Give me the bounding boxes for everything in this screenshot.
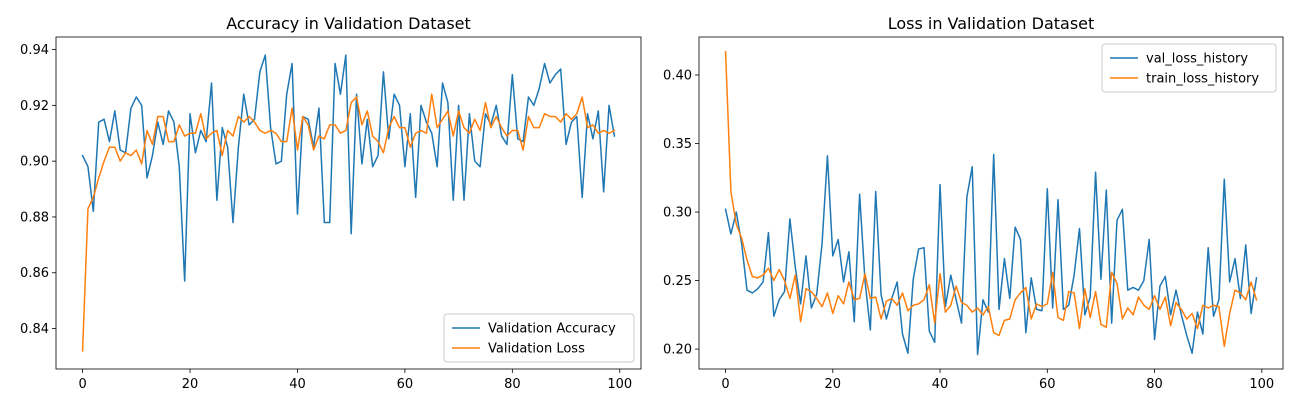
- series-line-1: [724, 153, 1258, 356]
- y-tick-label: 0.94: [20, 43, 49, 58]
- y-tick-label: 0.40: [663, 68, 692, 83]
- series-line-2: [81, 93, 616, 352]
- legend-label: val_loss_history: [1146, 52, 1248, 67]
- y-tick-label: 0.25: [663, 274, 692, 289]
- y-tick-label: 0.86: [20, 266, 49, 281]
- x-tick-label: 100: [607, 377, 632, 392]
- x-tick-label: 20: [182, 377, 199, 392]
- legend-label: Validation Loss: [488, 342, 585, 357]
- legend-box: [1101, 43, 1277, 93]
- plot-frame: [698, 36, 1284, 370]
- x-tick-label: 0: [721, 377, 729, 392]
- x-tick-label: 0: [78, 377, 86, 392]
- y-tick-label: 0.88: [20, 210, 49, 225]
- plot-frame: [55, 36, 642, 370]
- loss-chart: Loss in Validation Dataset 0 20 40 60 80 100 0…: [663, 14, 1284, 392]
- x-tick-label: 40: [932, 377, 949, 392]
- y-tick-label: 0.30: [663, 206, 692, 221]
- x-tick-label: 80: [1146, 377, 1163, 392]
- legend: Validation Accuracy Validation Loss: [443, 313, 635, 363]
- chart-title: Accuracy in Validation Dataset: [226, 14, 471, 33]
- y-tick-label: 0.92: [20, 99, 49, 114]
- y-tick-label: 0.90: [20, 155, 49, 170]
- x-tick-label: 80: [504, 377, 521, 392]
- legend: val_loss_history train_loss_history: [1101, 43, 1277, 93]
- legend-box: [443, 313, 635, 363]
- x-tick-label: 40: [289, 377, 306, 392]
- x-tick-label: 100: [1249, 377, 1274, 392]
- series-line-2: [724, 50, 1258, 348]
- chart-title: Loss in Validation Dataset: [888, 14, 1095, 33]
- y-tick-label: 0.35: [663, 137, 692, 152]
- x-tick-label: 20: [825, 377, 842, 392]
- x-tick-label: 60: [397, 377, 414, 392]
- legend-label: Validation Accuracy: [488, 322, 616, 337]
- y-tick-label: 0.20: [663, 343, 692, 358]
- legend-label: train_loss_history: [1146, 72, 1259, 87]
- series-line-1: [81, 54, 616, 282]
- x-tick-label: 60: [1039, 377, 1056, 392]
- accuracy-chart: Accuracy in Validation Dataset 0 20 40 60 80…: [20, 14, 642, 392]
- y-tick-label: 0.84: [20, 322, 49, 337]
